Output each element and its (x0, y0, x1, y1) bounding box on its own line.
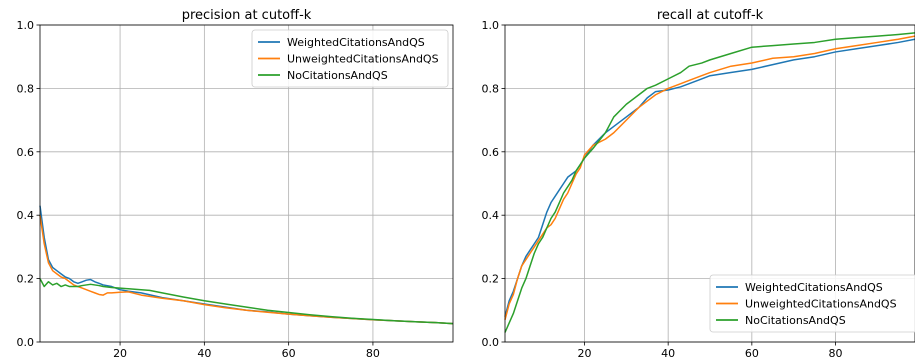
y-tick-label: 0.4 (17, 209, 35, 222)
legend-label-weightedcitationsandqs: WeightedCitationsAndQS (745, 281, 883, 294)
chart-title: precision at cutoff-k (182, 8, 312, 23)
x-tick-label: 60 (745, 347, 759, 360)
y-tick-label: 0.6 (17, 146, 35, 159)
y-tick-label: 0.8 (482, 82, 500, 95)
legend-box (709, 274, 915, 333)
x-tick-label: 40 (661, 347, 675, 360)
series-line-nocitationsandqs (39, 278, 454, 325)
series-line-weightedcitationsandqs (504, 38, 915, 317)
y-tick-label: 0.2 (17, 273, 35, 286)
legend-label-nocitationsandqs: NoCitationsAndQS (745, 314, 846, 327)
chart-title: recall at cutoff-k (657, 8, 764, 23)
legend-label-unweightedcitationsandqs: UnweightedCitationsAndQS (287, 53, 439, 66)
y-tick-label: 0.2 (482, 273, 500, 286)
series-line-nocitationsandqs (504, 32, 915, 333)
y-tick-label: 1.0 (17, 19, 35, 32)
y-tick-label: 0.0 (17, 336, 35, 349)
series-line-weightedcitationsandqs (39, 205, 454, 325)
legend: WeightedCitationsAndQS UnweightedCitation… (251, 29, 449, 88)
plot-frame (39, 24, 454, 343)
x-tick-label: 20 (113, 347, 127, 360)
legend-label-unweightedcitationsandqs: UnweightedCitationsAndQS (745, 298, 897, 311)
x-tick-label: 80 (366, 347, 380, 360)
legend-box (251, 29, 449, 88)
plot-frame (504, 24, 915, 343)
legend: WeightedCitationsAndQS UnweightedCitation… (709, 274, 915, 333)
y-tick-label: 0.8 (17, 82, 35, 95)
chart-1: 20 40 60 80 0.0 0.2 0.4 0.6 0.8 1.0 precision at c… (17, 8, 454, 360)
x-tick-label: 80 (829, 347, 843, 360)
y-tick-label: 0.0 (482, 336, 500, 349)
legend-label-weightedcitationsandqs: WeightedCitationsAndQS (287, 36, 425, 49)
x-tick-label: 40 (197, 347, 211, 360)
legend-label-nocitationsandqs: NoCitationsAndQS (287, 69, 388, 82)
y-tick-label: 0.4 (482, 209, 500, 222)
x-tick-label: 60 (282, 347, 296, 360)
y-tick-label: 1.0 (482, 19, 500, 32)
x-tick-label: 20 (577, 347, 591, 360)
series-line-unweightedcitationsandqs (504, 35, 915, 321)
chart-2: 20 40 60 80 0.0 0.2 0.4 0.6 0.8 1.0 recall at cuto… (482, 8, 915, 360)
y-tick-label: 0.6 (482, 146, 500, 159)
